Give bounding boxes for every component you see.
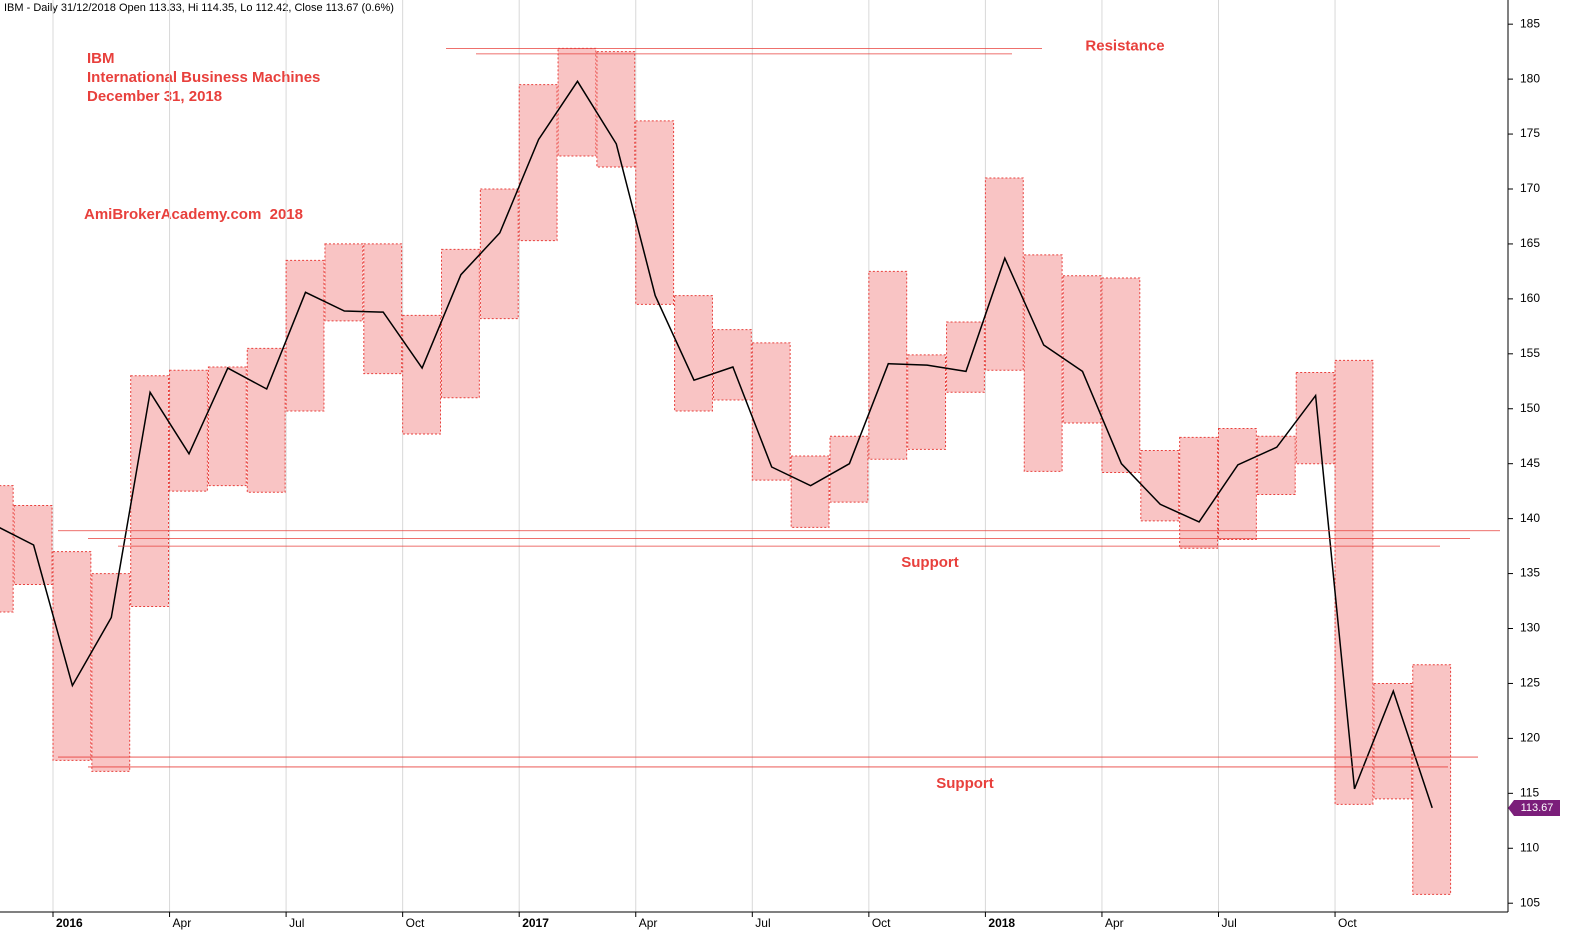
last-price-tag <box>1508 799 1560 816</box>
range-box <box>984 177 1024 371</box>
range-box <box>1101 277 1141 473</box>
plot-area <box>0 0 1500 912</box>
range-box <box>363 243 403 375</box>
range-box <box>1256 435 1296 495</box>
y-tick-label: 165 <box>1520 236 1540 250</box>
range-box <box>1295 371 1335 465</box>
x-tick-label: Apr <box>639 916 658 930</box>
range-box <box>907 354 947 450</box>
range-box <box>91 573 131 772</box>
y-tick-label: 125 <box>1520 676 1540 690</box>
annotation: December 31, 2018 <box>87 88 222 105</box>
annotation: International Business Machines <box>87 69 320 86</box>
y-tick-label: 120 <box>1520 731 1540 745</box>
x-tick-label: Oct <box>1338 916 1357 930</box>
range-box <box>52 551 92 761</box>
level-label: Support <box>936 775 994 792</box>
range-box <box>246 347 286 493</box>
range-box <box>402 314 441 435</box>
last-price-label: 113.67 <box>1521 802 1554 814</box>
level-label: Support <box>901 554 959 571</box>
y-tick-label: 115 <box>1520 786 1539 800</box>
range-box <box>441 248 480 399</box>
range-box <box>790 455 830 528</box>
y-tick-label: 150 <box>1520 401 1540 415</box>
range-box <box>518 84 558 242</box>
x-tick-label: Oct <box>406 916 425 930</box>
y-tick-label: 110 <box>1520 840 1539 854</box>
annotation: IBM <box>87 50 115 67</box>
y-tick-label: 175 <box>1520 126 1540 140</box>
range-box <box>285 259 325 412</box>
x-tick-label: 2018 <box>988 916 1015 930</box>
x-tick-label: Apr <box>173 916 192 930</box>
range-box <box>1373 682 1413 800</box>
range-box <box>596 51 636 168</box>
level-label: Resistance <box>1085 37 1164 54</box>
y-tick-label: 140 <box>1520 511 1540 525</box>
range-box <box>1412 664 1452 895</box>
range-box <box>324 243 364 322</box>
y-tick-label: 145 <box>1520 456 1540 470</box>
close-line <box>0 79 1433 809</box>
x-tick-label: Oct <box>872 916 891 930</box>
range-box <box>1179 436 1219 549</box>
range-box <box>1023 254 1063 472</box>
y-tick-label: 170 <box>1520 181 1540 195</box>
y-tick-label: 105 <box>1520 895 1540 909</box>
y-tick-label: 155 <box>1520 346 1540 360</box>
x-tick-label: Jul <box>289 916 304 930</box>
range-box <box>635 120 675 305</box>
range-box <box>1334 359 1374 805</box>
annotation: AmiBrokerAcademy.com 2018 <box>84 206 303 223</box>
y-tick-label: 185 <box>1520 16 1540 30</box>
range-box <box>712 329 752 401</box>
range-box <box>479 188 519 320</box>
x-tick-label: Jul <box>1222 916 1237 930</box>
x-tick-label: Apr <box>1105 916 1124 930</box>
range-box <box>829 435 869 503</box>
range-box <box>169 369 208 492</box>
range-box <box>0 485 14 613</box>
range-box <box>751 342 791 481</box>
range-box <box>207 366 247 487</box>
range-box <box>674 295 713 412</box>
y-tick-label: 160 <box>1520 291 1540 305</box>
x-tick-label: 2016 <box>56 916 83 930</box>
range-box <box>130 375 170 608</box>
y-tick-label: 135 <box>1520 566 1540 580</box>
x-tick-label: Jul <box>755 916 770 930</box>
y-tick-label: 180 <box>1520 71 1540 85</box>
range-box <box>946 321 985 393</box>
chart-title: IBM - Daily 31/12/2018 Open 113.33, Hi 1… <box>4 2 394 14</box>
y-tick-label: 130 <box>1520 621 1540 635</box>
x-tick-label: 2017 <box>522 916 549 930</box>
